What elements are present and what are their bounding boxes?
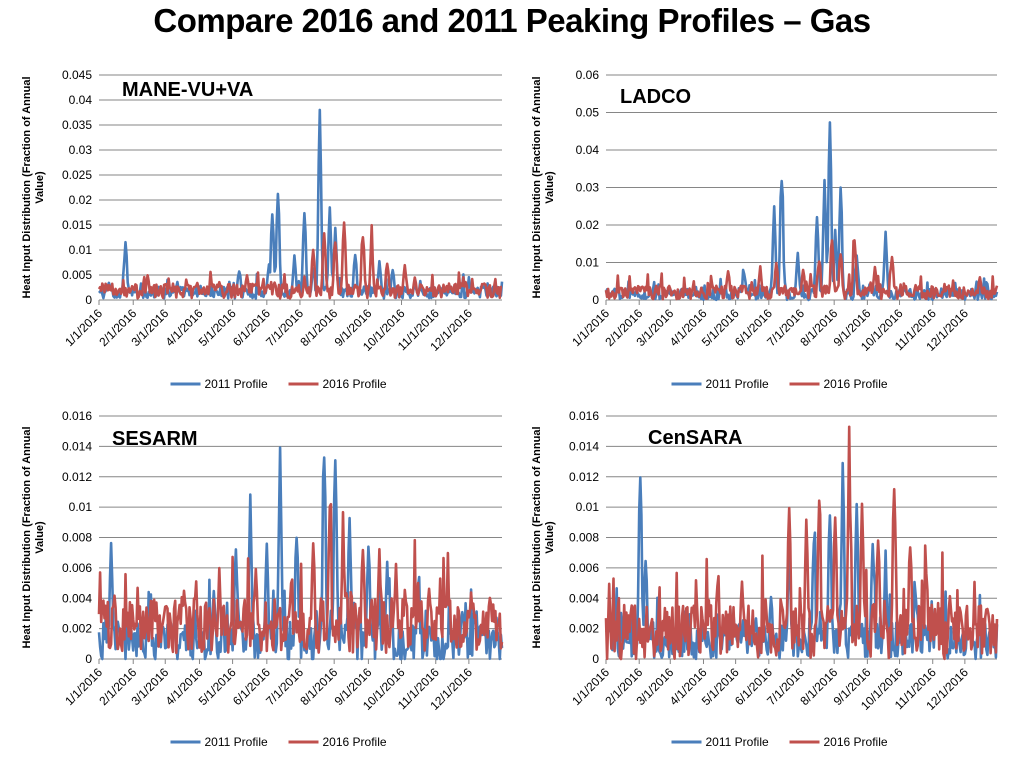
y-tick-label: 0.045 [62,68,92,82]
y-tick-label: 0.006 [62,561,92,575]
legend-label-2011: 2011 Profile [706,377,769,391]
y-tick-label: 0.05 [576,106,600,120]
region-label: CenSARA [648,427,742,449]
legend-label-2016: 2016 Profile [824,735,888,749]
y-tick-label: 0.01 [576,256,600,270]
y-tick-label: 0.02 [69,193,93,207]
y-tick-label: 0 [85,293,92,307]
y-tick-label: 0.005 [62,268,92,282]
region-label: SESARM [112,428,198,450]
y-tick-label: 0.02 [576,218,600,232]
legend-label-2016: 2016 Profile [323,377,387,391]
page-title: Compare 2016 and 2011 Peaking Profiles –… [153,2,871,39]
y-axis-label: Heat Input Distribution (Fraction of Ann… [531,76,556,298]
y-tick-label: 0.025 [62,168,92,182]
y-tick-label: 0 [592,652,599,666]
y-tick-label: 0.03 [576,181,600,195]
y-tick-label: 0.01 [69,243,93,257]
y-tick-label: 0.016 [62,409,92,423]
y-tick-label: 0.008 [569,531,599,545]
y-tick-label: 0.006 [569,561,599,575]
y-tick-label: 0.01 [576,500,600,514]
y-tick-label: 0.03 [69,143,93,157]
y-tick-label: 0.012 [62,470,92,484]
legend-label-2011: 2011 Profile [706,735,769,749]
y-tick-label: 0.002 [62,622,92,636]
y-tick-label: 0.06 [576,68,600,82]
y-tick-label: 0.035 [62,118,92,132]
y-axis-label: Heat Input Distribution (Fraction of Ann… [21,76,46,298]
y-tick-label: 0.04 [576,143,600,157]
legend-label-2011: 2011 Profile [205,735,268,749]
y-axis-label: Heat Input Distribution (Fraction of Ann… [21,426,46,648]
y-tick-label: 0.014 [62,439,92,453]
y-tick-label: 0.008 [62,531,92,545]
y-tick-label: 0.015 [62,218,92,232]
y-tick-label: 0 [592,293,599,307]
legend-label-2011: 2011 Profile [205,377,268,391]
y-tick-label: 0.004 [569,591,599,605]
series-line-2016 [604,425,999,661]
y-tick-label: 0.014 [569,439,599,453]
region-label: LADCO [620,86,691,108]
y-tick-label: 0.002 [569,622,599,636]
legend-label-2016: 2016 Profile [824,377,888,391]
series-line-2016 [97,502,504,655]
region-label: MANE-VU+VA [122,79,253,101]
y-tick-label: 0.016 [569,409,599,423]
y-tick-label: 0.01 [69,500,93,514]
y-tick-label: 0.04 [69,93,93,107]
series-line-2016 [604,239,999,301]
y-tick-label: 0.012 [569,470,599,484]
y-tick-label: 0 [85,652,92,666]
y-tick-label: 0.004 [62,591,92,605]
series-line-2016 [97,221,503,300]
y-axis-label: Heat Input Distribution (Fraction of Ann… [531,426,556,648]
legend-label-2016: 2016 Profile [323,735,387,749]
